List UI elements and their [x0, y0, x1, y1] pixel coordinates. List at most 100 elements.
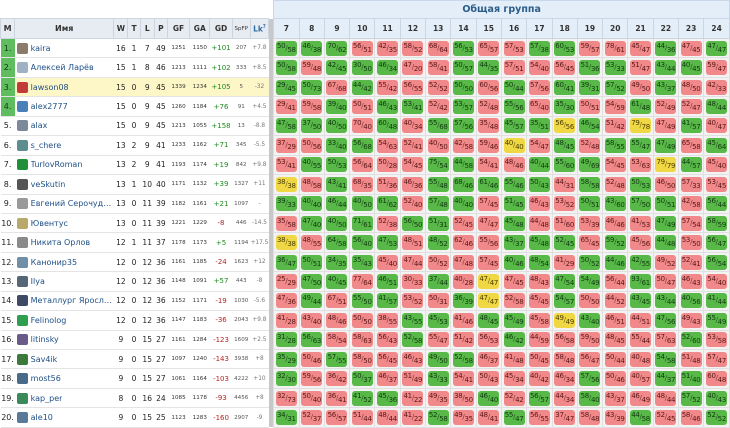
avatar[interactable] [16, 373, 28, 385]
table-row[interactable]: 10. Ювентус 13 0 11 39 1221 1229 -8 446 -14.5 35/58… [0, 212, 730, 234]
match-cell[interactable]: 57/53 [500, 37, 528, 59]
match-cell[interactable]: 65/40 [526, 96, 553, 117]
match-cell[interactable]: 35/58 [273, 212, 300, 234]
match-cell[interactable]: 29/41 [273, 96, 300, 117]
header-gf[interactable]: GF [166, 18, 191, 39]
match-cell[interactable]: 46/46 [602, 212, 629, 234]
match-cell[interactable]: 40/56 [677, 290, 705, 312]
player-name[interactable]: Канонир35 [30, 257, 78, 267]
match-cell[interactable]: 52/58 [425, 407, 452, 428]
match-cell[interactable]: 70/40 [349, 115, 376, 137]
match-cell[interactable]: 52/52 [425, 76, 452, 98]
match-cell[interactable]: 47/49 [652, 135, 679, 156]
match-cell[interactable]: 57/47 [703, 348, 730, 370]
match-cell[interactable]: 44/52 [602, 290, 629, 312]
player-name[interactable]: Никита Орлов [30, 238, 91, 248]
match-cell[interactable]: 45/53 [425, 310, 452, 331]
match-cell[interactable]: 68/46 [450, 174, 477, 195]
match-cell[interactable]: 45/45 [526, 290, 553, 312]
match-cell[interactable]: 38/38 [273, 232, 300, 253]
match-cell[interactable]: 49/50 [627, 76, 654, 98]
match-cell[interactable]: 58/63 [349, 329, 376, 351]
table-row[interactable]: 16. litinsky 9 0 15 27 1161 1284 -123 1609 +2.5 31/… [0, 329, 730, 351]
match-cell[interactable]: 57/56 [450, 115, 477, 137]
match-cell[interactable]: 54/47 [526, 135, 553, 156]
match-cell[interactable]: 57/54 [677, 212, 705, 234]
match-cell[interactable]: 37/29 [273, 135, 300, 156]
match-cell[interactable]: 33/40 [323, 135, 351, 156]
match-cell[interactable]: 48/45 [475, 310, 502, 331]
match-cell[interactable]: 57/33 [677, 174, 705, 195]
player-name[interactable]: Евгений Серочудинов [30, 199, 114, 209]
match-cell[interactable]: 46/54 [576, 115, 604, 137]
match-cell[interactable]: 51/36 [374, 174, 401, 195]
match-cell[interactable]: 41/48 [500, 348, 528, 370]
match-cell[interactable]: 56/45 [551, 57, 578, 78]
match-cell[interactable]: 44/59 [526, 329, 553, 351]
match-cell[interactable]: 56/57 [323, 407, 351, 428]
table-row[interactable]: 12. Канонир35 12 0 12 36 1161 1185 -24 1623 +12 36/… [0, 251, 730, 273]
match-cell[interactable]: 55/47 [500, 407, 528, 428]
match-cell[interactable]: 53/33 [602, 57, 629, 78]
match-cell[interactable]: 51/40 [677, 368, 705, 389]
match-cell[interactable]: 43/44 [652, 57, 679, 78]
match-cell[interactable]: 40/28 [450, 271, 477, 292]
match-cell[interactable]: 43/33 [425, 368, 452, 389]
match-cell[interactable]: 57/48 [425, 193, 452, 214]
player-name[interactable]: s_chere [30, 140, 62, 150]
match-cell[interactable]: 52/37 [298, 407, 325, 428]
match-cell[interactable]: 48/46 [500, 154, 528, 176]
table-row[interactable]: 1. kaira 16 1 7 49 1251 1150 +101 207 +7.8 50/58 46/… [0, 37, 730, 59]
match-cell[interactable]: 49/44 [298, 290, 325, 312]
match-cell[interactable]: 31/28 [273, 329, 300, 351]
match-cell[interactable]: 54/41 [450, 368, 477, 389]
match-cell[interactable]: 40/50 [323, 115, 351, 137]
match-cell[interactable]: 53/63 [627, 154, 654, 176]
match-cell[interactable]: 40/50 [425, 135, 452, 156]
match-cell[interactable]: 50/46 [602, 368, 629, 389]
avatar[interactable] [16, 217, 28, 229]
player-name-cell[interactable]: kap_per [14, 388, 114, 409]
match-cell[interactable]: 51/42 [602, 115, 629, 137]
match-cell[interactable]: 58/59 [703, 212, 730, 234]
match-cell[interactable]: 47/20 [399, 57, 427, 78]
match-cell[interactable]: 52/58 [450, 348, 477, 370]
player-name[interactable]: Ювентус [30, 218, 68, 228]
match-cell[interactable]: 49/69 [576, 154, 604, 176]
header-gd[interactable]: GD [209, 18, 233, 39]
match-cell[interactable]: 45/49 [500, 310, 528, 331]
match-cell[interactable]: 43/45 [627, 290, 654, 312]
match-cell[interactable]: 46/42 [500, 329, 528, 351]
match-cell[interactable]: 52/40 [399, 193, 427, 214]
match-cell[interactable]: 50/53 [627, 174, 654, 195]
match-cell[interactable]: 44/58 [450, 154, 477, 176]
player-name[interactable]: alex2777 [30, 102, 68, 112]
match-cell[interactable]: 40/50 [349, 193, 376, 214]
match-cell[interactable]: 55/60 [551, 154, 578, 176]
player-name-cell[interactable]: Канонир35 [14, 252, 114, 273]
match-cell[interactable]: 48/54 [526, 251, 553, 273]
match-cell[interactable]: 56/58 [551, 329, 578, 351]
match-cell[interactable]: 41/57 [374, 290, 401, 312]
match-cell[interactable]: 55/56 [475, 232, 502, 253]
match-cell[interactable]: 54/40 [526, 57, 553, 78]
match-cell[interactable]: 58/48 [551, 348, 578, 370]
avatar[interactable] [16, 237, 28, 249]
match-cell[interactable]: 47/49 [652, 212, 679, 234]
match-cell[interactable]: 54/40 [703, 271, 730, 292]
player-name[interactable]: Алексей Ларёв [30, 63, 94, 73]
match-cell[interactable]: 43/55 [399, 310, 427, 331]
match-cell[interactable]: 47/48 [450, 251, 477, 273]
match-cell[interactable]: 40/40 [500, 135, 528, 156]
match-cell[interactable]: 79/78 [627, 115, 654, 137]
match-cell[interactable]: 52/42 [500, 387, 528, 409]
match-cell[interactable]: 59/52 [602, 232, 629, 253]
match-cell[interactable]: 46/43 [399, 348, 427, 370]
match-cell[interactable]: 32/73 [273, 387, 300, 409]
match-cell[interactable]: 50/51 [576, 96, 604, 117]
match-cell[interactable]: 56/44 [703, 193, 730, 214]
match-cell[interactable]: 46/49 [627, 387, 654, 409]
match-cell[interactable]: 40/34 [399, 115, 427, 137]
match-cell[interactable]: 40/40 [298, 193, 325, 214]
match-cell[interactable]: 50/40 [298, 387, 325, 409]
